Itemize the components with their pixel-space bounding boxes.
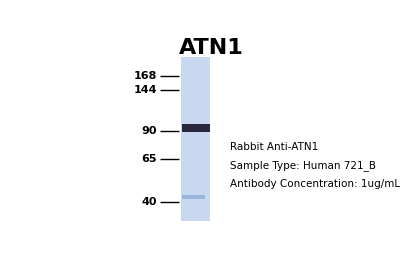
Text: Rabbit Anti-ATN1: Rabbit Anti-ATN1 [230,142,318,152]
Text: Antibody Concentration: 1ug/mL: Antibody Concentration: 1ug/mL [230,179,400,189]
FancyBboxPatch shape [182,195,204,199]
FancyBboxPatch shape [182,124,210,132]
Text: ATN1: ATN1 [179,38,244,58]
Text: 65: 65 [142,154,157,164]
FancyBboxPatch shape [181,57,210,221]
Text: 168: 168 [134,71,157,81]
Text: 144: 144 [134,85,157,95]
Text: Sample Type: Human 721_B: Sample Type: Human 721_B [230,160,376,171]
Text: 90: 90 [142,126,157,136]
Text: 40: 40 [142,197,157,207]
